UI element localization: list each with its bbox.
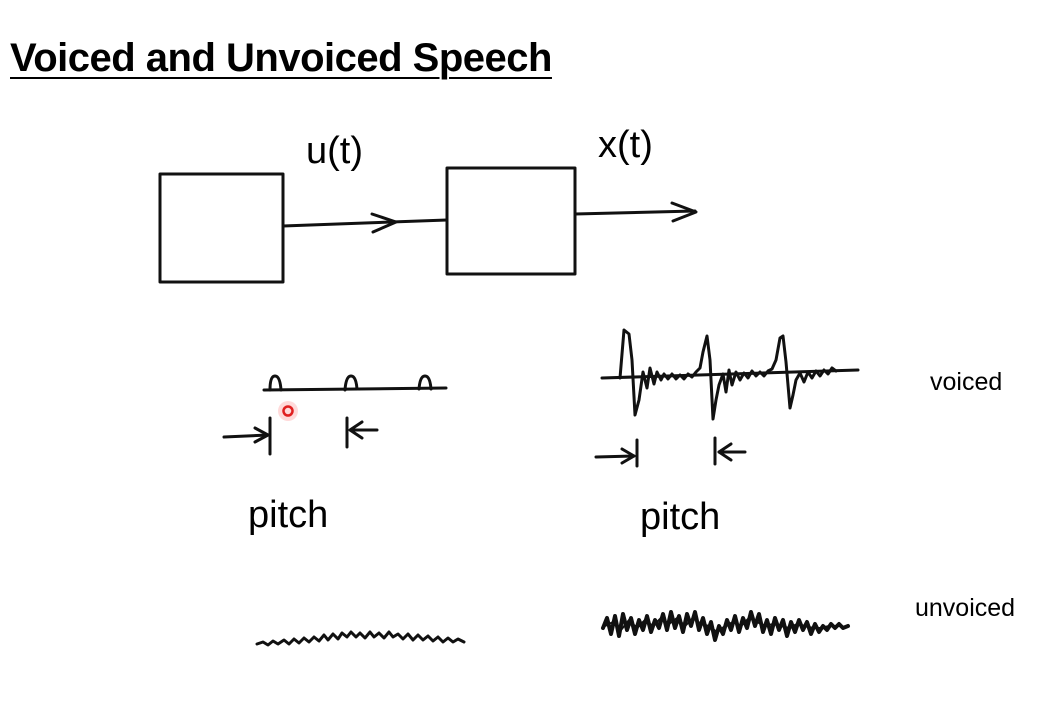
input-arrow-head [370,212,398,234]
excitation-pitch-label: pitch [248,494,329,536]
voiced-excitation-waveform [262,374,448,392]
unvoiced-speech-waveform [601,610,850,642]
speech-pitch-marker [594,436,747,468]
excitation-pitch-marker [222,416,379,456]
input-signal-label: u(t) [306,130,363,172]
filter-block [445,166,577,276]
output-signal-label: x(t) [598,124,653,166]
speech-pitch-label: pitch [640,496,721,538]
unvoiced-row-label: unvoiced [915,594,1016,622]
output-arrow [573,209,697,216]
voiced-speech-waveform [600,328,860,421]
unvoiced-excitation-waveform [255,630,466,647]
pointer-cursor [278,401,298,421]
source-block [158,172,285,284]
voiced-row-label: voiced [930,368,1003,396]
input-arrow [281,218,449,228]
slide-title: Voiced and Unvoiced Speech [10,36,552,80]
output-arrow-head [670,201,698,223]
